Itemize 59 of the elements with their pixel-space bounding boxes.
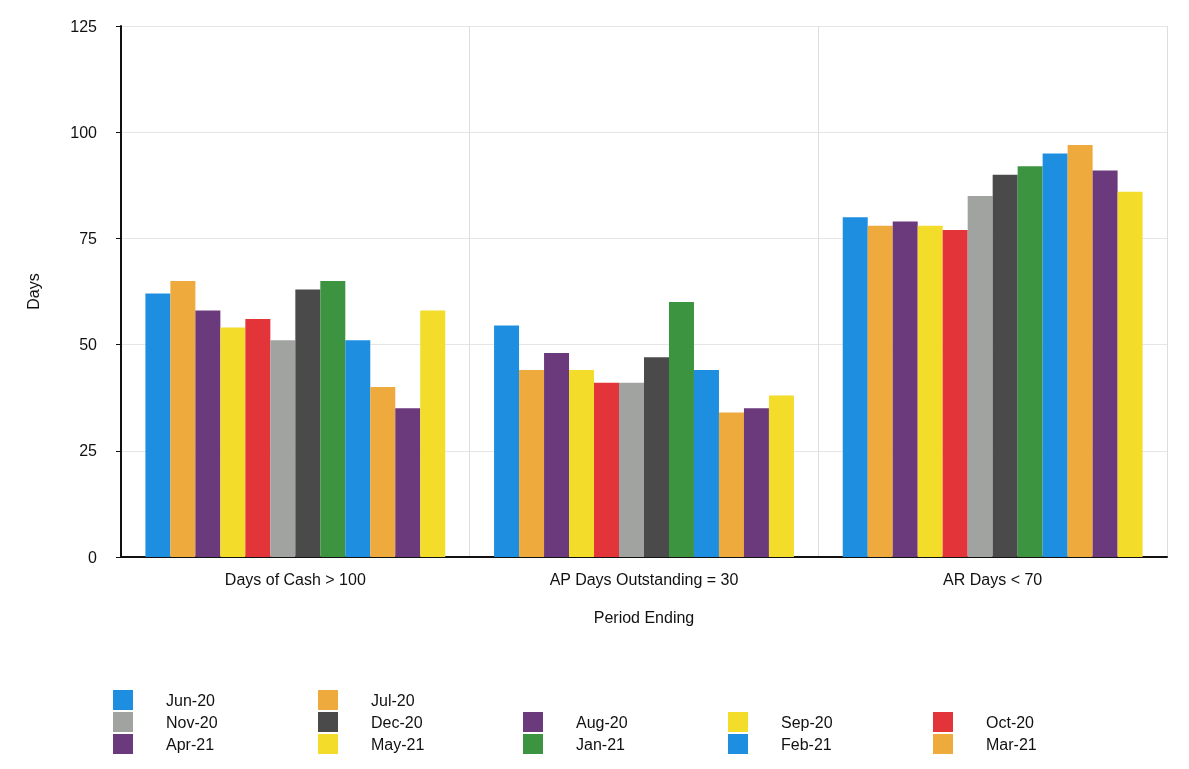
y-tick-label: 100 <box>70 123 98 141</box>
bar <box>1092 170 1118 557</box>
bar <box>942 229 968 557</box>
bar <box>370 387 396 557</box>
bar <box>494 325 520 557</box>
bar <box>967 195 993 557</box>
legend-label: Jan-21 <box>576 735 626 753</box>
bar <box>320 280 346 557</box>
bar <box>917 225 943 557</box>
bar <box>768 395 794 557</box>
legend-label: Jun-20 <box>166 691 216 709</box>
bar <box>892 221 918 557</box>
legend-label: Feb-21 <box>781 735 832 753</box>
legend-label: Nov-20 <box>166 713 218 731</box>
bar <box>1117 191 1143 557</box>
legend-label: Oct-20 <box>986 713 1035 731</box>
y-axis-title: Days <box>24 273 42 310</box>
bar <box>644 357 669 557</box>
y-tick-label: 0 <box>88 548 98 566</box>
bar <box>619 382 644 557</box>
x-tick-label: Days of Cash > 100 <box>224 570 366 588</box>
bar <box>1017 166 1043 557</box>
legend-label: Mar-21 <box>986 735 1037 753</box>
bar <box>245 319 271 557</box>
bar <box>594 382 620 557</box>
bar <box>693 370 719 557</box>
legend-label: May-21 <box>371 735 425 753</box>
bar <box>743 408 769 557</box>
legend-label: Jul-20 <box>371 691 415 709</box>
bar <box>867 225 893 557</box>
x-tick-label: AR Days < 70 <box>943 570 1043 588</box>
bar <box>544 353 570 557</box>
bar <box>270 340 296 557</box>
bar <box>992 174 1018 557</box>
bar <box>668 302 694 557</box>
bar <box>1042 153 1068 557</box>
bar <box>195 310 221 557</box>
bar <box>170 280 196 557</box>
bar <box>345 340 371 557</box>
bar <box>420 310 446 557</box>
bar <box>145 293 171 557</box>
bar <box>220 327 246 557</box>
y-tick-label: 50 <box>79 336 98 354</box>
bar <box>718 412 744 557</box>
y-tick-label: 75 <box>79 229 98 247</box>
bar <box>569 370 595 557</box>
x-tick-label: AP Days Outstanding = 30 <box>549 570 739 588</box>
y-tick-label: 25 <box>79 442 98 460</box>
legend-label: Sep-20 <box>781 713 833 731</box>
x-axis-title: Period Ending <box>593 608 695 626</box>
legend-label: Aug-20 <box>576 713 628 731</box>
legend-label: Dec-20 <box>371 713 423 731</box>
bar <box>395 408 421 557</box>
bar <box>519 370 545 557</box>
bar <box>1067 144 1093 557</box>
bar <box>295 289 321 557</box>
bar <box>842 217 868 557</box>
y-tick-label: 125 <box>70 17 98 35</box>
legend-label: Apr-21 <box>166 735 215 753</box>
